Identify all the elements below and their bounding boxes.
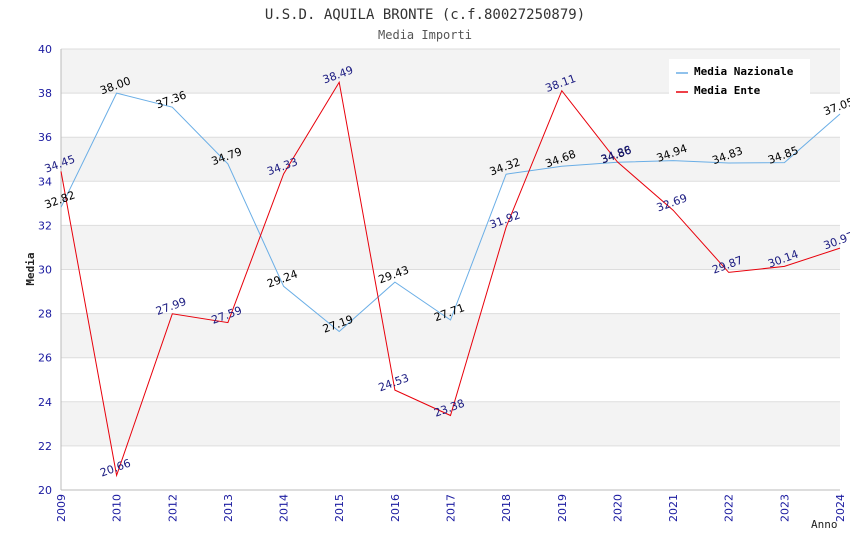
x-tick-label: 2014: [278, 494, 291, 522]
x-tick-label: 2016: [389, 494, 402, 522]
x-axis-label: Anno: [811, 518, 838, 531]
y-axis-label: Media: [24, 252, 37, 285]
series-lines: [60, 80, 841, 478]
y-tick-label: 30: [38, 264, 52, 277]
y-tick-label: 38: [38, 87, 52, 100]
grid-band: [61, 269, 840, 314]
series-line-media-ente: [60, 80, 841, 478]
y-tick-label: 26: [38, 352, 52, 365]
legend-label-media-ente: Media Ente: [694, 84, 761, 97]
y-tick-label: 20: [38, 484, 52, 497]
axes: [60, 49, 840, 491]
x-tick-label: 2013: [222, 494, 235, 522]
x-tick-label: 2019: [556, 494, 569, 522]
grid-band: [61, 313, 840, 358]
grid-band: [61, 93, 840, 138]
x-tick-label: 2024: [834, 494, 847, 522]
grid-band: [61, 181, 840, 226]
x-tick-labels: 2009 2010 2012 2013 2014 2015 2016 2017 2018 2019…: [55, 494, 847, 522]
grid-band: [61, 401, 840, 446]
legend-box: [669, 59, 810, 99]
x-tick-label: 2015: [333, 494, 346, 522]
legend: Media Nazionale Media Ente: [669, 59, 810, 99]
series-line-media-nazionale: [60, 92, 841, 333]
y-tick-labels: 20 22 24 26 28 30 32 34 36 38 40: [38, 43, 52, 497]
x-tick-label: 2020: [611, 494, 624, 522]
y-tick-label: 28: [38, 308, 52, 321]
x-tick-label: 2018: [500, 494, 513, 522]
x-tick-label: 2010: [111, 494, 124, 522]
y-tick-label: 24: [38, 396, 52, 409]
y-tick-label: 34: [38, 175, 52, 188]
chart-title: U.S.D. AQUILA BRONTE (c.f.80027250879): [265, 7, 585, 23]
x-tick-label: 2023: [778, 494, 791, 522]
y-tick-label: 36: [38, 131, 52, 144]
grid-band: [61, 225, 840, 270]
grid-band: [61, 137, 840, 182]
y-tick-label: 22: [38, 440, 52, 453]
x-tick-label: 2012: [166, 494, 179, 522]
grid-bands: [61, 49, 840, 490]
x-tick-label: 2009: [55, 494, 68, 522]
grid-band: [61, 445, 840, 490]
x-tick-label: 2021: [667, 494, 680, 522]
grid-band: [61, 357, 840, 402]
legend-label-media-nazionale: Media Nazionale: [694, 65, 794, 78]
y-tick-label: 40: [38, 43, 52, 56]
x-tick-label: 2022: [723, 494, 736, 522]
y-tick-label: 32: [38, 219, 52, 232]
chart-subtitle: Media Importi: [378, 28, 472, 42]
x-tick-label: 2017: [445, 494, 458, 522]
